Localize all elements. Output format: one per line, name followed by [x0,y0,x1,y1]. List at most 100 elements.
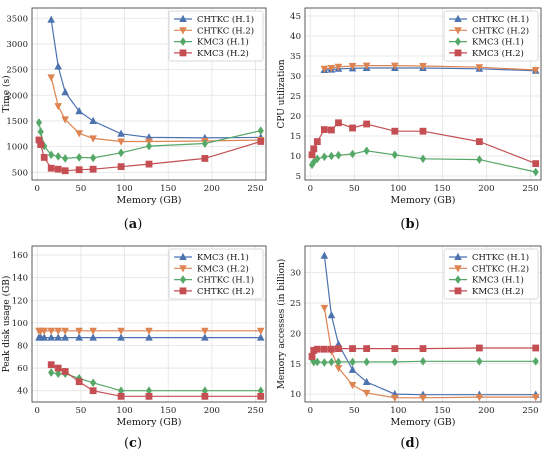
data-point [348,63,357,71]
data-point [391,345,399,352]
data-point [419,345,427,352]
y-tick-label: 2000 [6,91,28,101]
data-point [531,394,540,402]
y-tick-label: 120 [12,296,28,306]
data-point [419,394,427,402]
data-point [348,382,357,390]
y-tick-label: 40 [290,32,301,42]
x-tick-label: 150 [434,406,450,416]
data-point [328,126,335,134]
data-point [348,365,357,373]
x-tick-label: 200 [478,406,494,416]
legend-marker [454,37,462,46]
panel-label-a: (a) [123,217,143,232]
data-point [89,327,97,335]
y-tick-label: 2500 [6,66,28,76]
x-tick-label: 50 [349,406,360,416]
data-point [40,154,48,161]
panel-label-b: (b) [400,217,420,232]
legend-marker [454,49,462,57]
y-tick-label: 1500 [6,117,28,127]
y-tick-label: 140 [12,274,28,284]
legend-label: CHTKC (H.1) [472,252,529,263]
legend-label: CHTKC (H.2) [472,25,529,36]
data-point [75,333,83,341]
y-tick-label: 10 [290,390,301,400]
data-point [391,394,399,402]
data-point [257,138,265,145]
x-axis-label: Memory (GB) [391,195,456,206]
legend-marker [179,252,187,260]
data-point [419,154,427,164]
data-point [308,353,316,360]
data-point [37,141,45,148]
data-point [90,153,97,163]
series-group [35,333,265,341]
data-point [76,153,83,162]
data-point [55,152,62,161]
y-tick-label: 160 [12,251,28,261]
panel-label-d: (d) [400,436,420,451]
legend-box [168,10,264,62]
legend-label: CHTKC (H.1) [197,275,254,286]
data-point [313,138,321,145]
legend-marker [454,27,462,35]
legend-label: CHTKC (H.2) [472,263,529,274]
series-group [47,361,265,400]
data-point [419,127,427,135]
x-tick-label: 250 [247,184,263,194]
legend-label: KMC3 (H.2) [197,48,249,59]
y-tick-label: 30 [290,269,301,279]
y-axis-label: Peak disk usage (GB) [1,276,12,373]
data-point [61,88,69,96]
data-point [47,74,56,82]
y-tick-label: 45 [290,12,301,22]
y-tick-label: 80 [17,341,28,351]
data-point [117,386,125,395]
data-point [320,345,328,353]
data-point [363,120,371,128]
x-axis-label: Memory (GB) [391,417,456,428]
data-point [532,167,539,177]
data-point [349,124,356,132]
data-point [75,378,83,386]
legend: KMC3 (H.1)KMC3 (H.2)CHTKC (H.1)CHTKC (H.… [168,248,264,300]
legend-label: CHTKC (H.1) [197,14,254,25]
series-group [35,136,265,175]
x-tick-label: 150 [160,406,176,416]
legend-label: KMC3 (H.1) [197,37,249,48]
data-point [362,377,371,385]
data-point [308,160,316,170]
data-point [75,327,83,335]
y-tick-label: 35 [290,52,301,62]
data-point [117,163,125,171]
data-point [201,155,209,162]
data-point [313,345,321,353]
x-tick-label: 250 [522,406,538,416]
data-point [48,150,55,160]
y-tick-label: 25 [290,92,301,102]
data-point [90,378,97,388]
data-point [89,135,97,143]
legend-marker [179,14,187,22]
data-point [117,333,125,341]
legend-marker [179,27,187,35]
data-point [391,62,399,70]
data-point [257,126,264,136]
data-point [37,127,44,137]
legend-label: KMC3 (H.2) [197,263,249,274]
data-point [35,136,43,144]
legend-label: CHTKC (H.1) [472,14,529,25]
data-point [201,392,209,400]
data-point [321,152,328,162]
data-point [335,345,342,352]
data-point [327,65,336,73]
plot-frame [304,7,542,181]
data-point [419,357,427,366]
data-point [328,151,335,161]
data-point [334,63,343,71]
data-point [201,333,209,341]
data-point [145,327,153,335]
data-point [145,386,153,395]
